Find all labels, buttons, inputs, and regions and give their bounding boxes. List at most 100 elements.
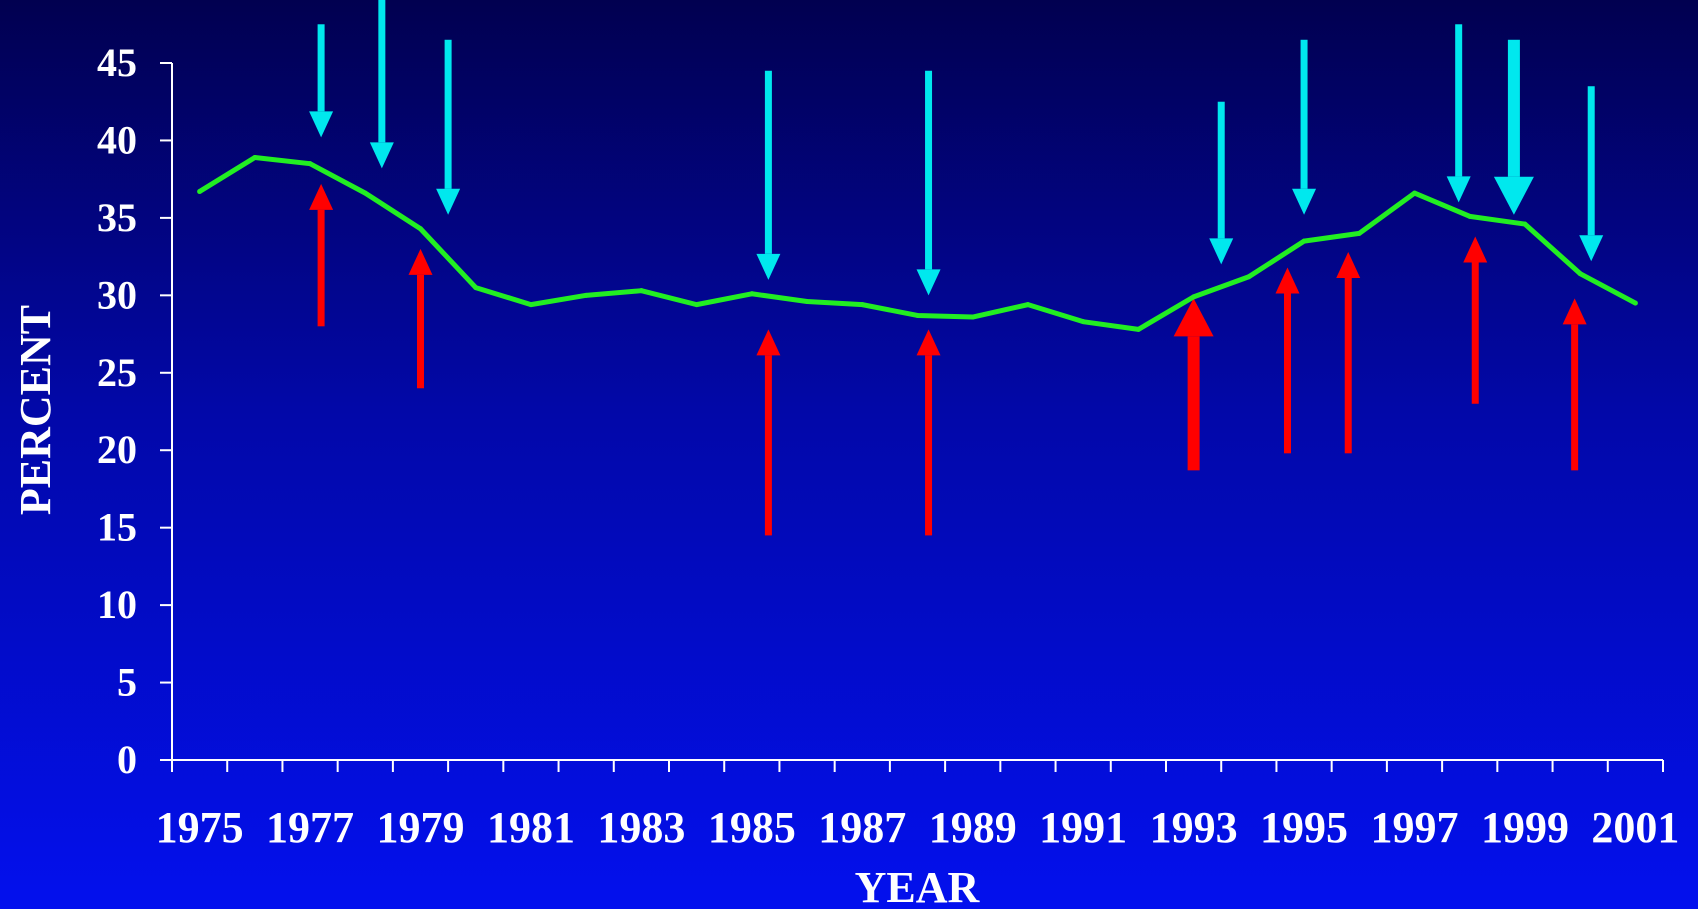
- data-point: [1191, 294, 1197, 300]
- up-arrow: [408, 248, 433, 389]
- arrow-shaft: [1300, 39, 1308, 189]
- data-point: [638, 288, 644, 294]
- data-point: [694, 302, 700, 308]
- x-tick-label: 1991: [1039, 803, 1127, 852]
- up-arrow: [1463, 236, 1488, 404]
- arrow-head: [1446, 176, 1471, 203]
- arrow-head: [1562, 298, 1587, 325]
- data-point: [197, 189, 203, 195]
- y-tick-label: 0: [117, 737, 137, 782]
- arrow-head: [1275, 267, 1300, 294]
- data-point: [970, 314, 976, 320]
- arrow-shaft: [1283, 293, 1291, 454]
- x-tick-label: 1983: [597, 803, 685, 852]
- arrow-head: [756, 329, 781, 356]
- up-arrows: [309, 183, 1587, 536]
- arrow-shaft: [1507, 39, 1520, 177]
- arrow-head: [1292, 188, 1317, 215]
- up-arrow: [916, 329, 941, 536]
- data-point: [418, 226, 423, 232]
- arrow-shaft: [1455, 24, 1463, 177]
- data-point: [528, 302, 534, 308]
- arrow-head: [309, 111, 334, 138]
- arrow-shaft: [1571, 324, 1579, 471]
- x-tick-label: 1993: [1150, 803, 1238, 852]
- x-tick-label: 1995: [1260, 803, 1348, 852]
- data-point: [804, 299, 810, 305]
- down-arrow: [1446, 24, 1471, 203]
- series-line: [198, 154, 1637, 332]
- data-point: [1135, 326, 1141, 332]
- y-tick-label: 30: [97, 272, 137, 317]
- down-arrow: [1292, 39, 1317, 215]
- x-tick-label: 2001: [1591, 803, 1679, 852]
- arrow-head: [436, 188, 461, 215]
- y-axis-title: PERCENT: [11, 305, 60, 515]
- data-point: [1412, 190, 1417, 196]
- arrow-shaft: [1471, 262, 1479, 404]
- arrow-shaft: [925, 70, 933, 270]
- arrow-shaft: [444, 39, 452, 189]
- data-point: [1301, 238, 1307, 244]
- arrow-head: [369, 142, 394, 169]
- arrow-head: [408, 248, 433, 275]
- down-arrow: [1579, 86, 1604, 262]
- down-arrow: [1209, 101, 1234, 265]
- data-point: [1577, 271, 1583, 277]
- arrow-head: [1463, 236, 1488, 263]
- arrow-head: [1493, 176, 1534, 215]
- data-point: [859, 302, 865, 308]
- x-tick-label: 1981: [487, 803, 575, 852]
- y-tick-label: 35: [97, 195, 137, 240]
- data-point: [1080, 319, 1086, 325]
- data-point: [1356, 230, 1362, 236]
- y-tick-label: 25: [97, 350, 137, 395]
- down-arrow: [756, 70, 781, 280]
- x-tick-label: 1997: [1371, 803, 1459, 852]
- down-arrow: [369, 0, 394, 169]
- arrow-head: [916, 329, 941, 356]
- x-tick-label: 1985: [708, 803, 796, 852]
- x-axis-title: YEAR: [855, 863, 981, 909]
- arrow-head: [916, 269, 941, 296]
- x-tick-label: 1977: [266, 803, 354, 852]
- arrow-shaft: [1587, 86, 1595, 236]
- y-tick-label: 5: [117, 660, 137, 705]
- arrow-head: [756, 253, 781, 280]
- up-arrow: [309, 183, 334, 327]
- arrow-shaft: [1217, 101, 1225, 239]
- down-arrow: [436, 39, 461, 215]
- x-tick-label: 1975: [156, 803, 244, 852]
- y-tick-label: 15: [97, 505, 137, 550]
- arrow-shaft: [764, 70, 772, 254]
- data-point: [307, 161, 313, 167]
- arrow-head: [1209, 238, 1234, 265]
- up-arrow: [756, 329, 781, 536]
- data-point: [252, 154, 258, 160]
- data-point: [1246, 274, 1252, 280]
- down-arrow: [916, 70, 941, 296]
- arrow-head: [1336, 251, 1361, 278]
- arrow-shaft: [417, 274, 424, 389]
- data-point: [1632, 300, 1638, 306]
- arrow-shaft: [1187, 336, 1200, 471]
- arrow-shaft: [925, 355, 933, 536]
- arrow-head: [1579, 235, 1604, 262]
- up-arrow: [1336, 251, 1361, 454]
- data-point: [1467, 213, 1473, 219]
- arrow-shaft: [317, 209, 325, 327]
- down-arrow: [1493, 39, 1534, 215]
- data-point: [362, 190, 368, 196]
- y-tick-label: 10: [97, 582, 137, 627]
- y-tick-label: 40: [97, 117, 137, 162]
- arrow-shaft: [317, 24, 325, 112]
- x-tick-label: 1979: [377, 803, 465, 852]
- data-point: [1522, 221, 1528, 227]
- down-arrow: [309, 24, 334, 138]
- data-point: [749, 291, 755, 297]
- x-tick-label: 1987: [818, 803, 906, 852]
- up-arrow: [1173, 298, 1214, 471]
- y-tick-label: 45: [97, 40, 137, 85]
- axes: 0 5 10 15 20 25 30 35 40 45 1975 1977 1979 1981 1983 19…: [97, 40, 1679, 852]
